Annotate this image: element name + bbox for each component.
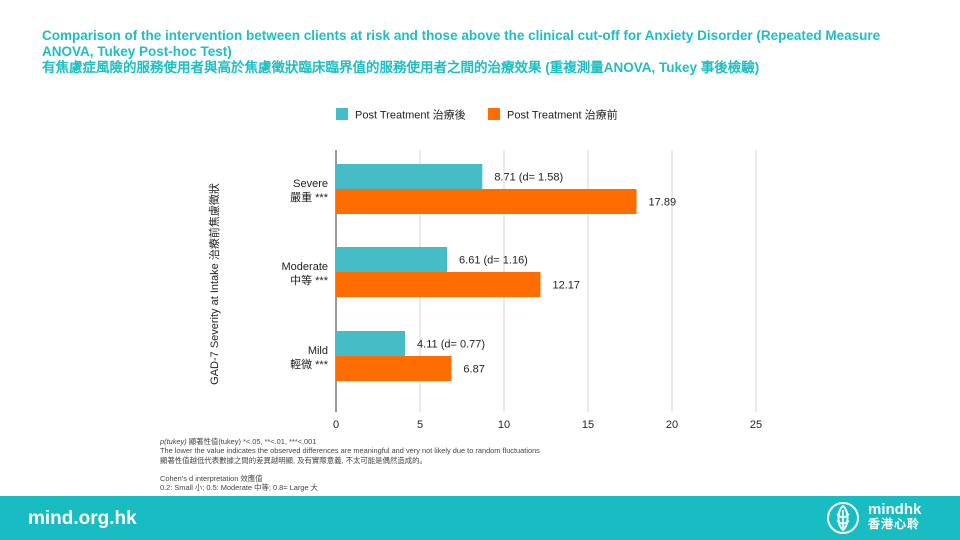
bar bbox=[336, 189, 637, 214]
data-label: 6.61 (d= 1.16) bbox=[459, 255, 528, 267]
brand-english: mindhk bbox=[868, 501, 922, 518]
bar bbox=[336, 164, 483, 189]
bars: 8.71 (d= 1.58) 17.89 6.61 (d= 1.16) 12.17 4.… bbox=[336, 164, 676, 381]
x-tick-label: 15 bbox=[582, 419, 594, 431]
note-cohens-d-scale: 0.2: Small 小; 0.5: Moderate 中等; 0.8= Lar… bbox=[160, 483, 318, 493]
note-sig-levels: 顯著性值(tukey) *<.05, **<.01, ***<.001 bbox=[186, 437, 317, 446]
footer-bar: mind.org.hk mindhk 香港心聆 bbox=[0, 496, 960, 540]
category-label-en: Mild bbox=[308, 345, 328, 357]
category-label-en: Severe bbox=[293, 178, 328, 190]
bar bbox=[336, 247, 448, 272]
legend-swatch bbox=[488, 108, 500, 120]
bar-chart: Post Treatment 治療後 Post Treatment 治療前 8.7… bbox=[207, 108, 762, 432]
chart-legend: Post Treatment 治療後 Post Treatment 治療前 bbox=[336, 108, 618, 122]
legend-label: Post Treatment 治療前 bbox=[507, 108, 618, 122]
category-label-zh: 嚴重 *** bbox=[290, 190, 329, 204]
note-explanation-en: The lower the value indicates the observ… bbox=[160, 446, 540, 456]
title-chinese: 有焦慮症風險的服務使用者與高於焦慮徵狀臨床臨界值的服務使用者之間的治療效果 (重… bbox=[42, 60, 760, 75]
x-tick-label: 0 bbox=[333, 419, 339, 431]
data-label: 6.87 bbox=[463, 364, 484, 376]
data-label: 8.71 (d= 1.58) bbox=[494, 172, 563, 184]
x-tick-label: 20 bbox=[666, 419, 678, 431]
category-label-zh: 中等 *** bbox=[290, 273, 329, 287]
note-explanation-zh: 顯著性值越低代表數據之間的差異越明顯, 及有實際意義, 不太可能是偶然造成的。 bbox=[160, 455, 427, 465]
x-axis: 0 5 10 15 20 25 bbox=[333, 419, 762, 431]
note-cohens-d-title: Cohen’s d interpretation 效應值 bbox=[160, 473, 263, 483]
note-significance: p(tukey) 顯著性值(tukey) *<.05, **<.01, ***<… bbox=[160, 437, 540, 446]
data-label: 17.89 bbox=[649, 197, 677, 209]
chart-title: Comparison of the intervention between c… bbox=[42, 28, 922, 76]
bar bbox=[336, 356, 452, 381]
category-label-zh: 輕微 *** bbox=[290, 357, 329, 371]
brand-chinese: 香港心聆 bbox=[868, 517, 921, 531]
y-axis-label: GAD-7 Severity at Intake 治療前焦慮徵狀 bbox=[207, 183, 221, 385]
title-english: Comparison of the intervention between c… bbox=[42, 28, 881, 59]
note-ptukey: p(tukey) bbox=[160, 437, 187, 446]
footnotes: p(tukey) 顯著性值(tukey) *<.05, **<.01, ***<… bbox=[160, 437, 540, 492]
brain-leaf-logo-icon bbox=[827, 502, 859, 534]
legend-swatch bbox=[336, 108, 348, 120]
x-tick-label: 5 bbox=[417, 419, 423, 431]
website-link[interactable]: mind.org.hk bbox=[28, 508, 137, 529]
data-label: 12.17 bbox=[552, 280, 580, 292]
bar bbox=[336, 272, 541, 297]
brand-name: mindhk 香港心聆 bbox=[868, 502, 921, 532]
data-label: 4.11 (d= 0.77) bbox=[417, 339, 485, 351]
legend-label: Post Treatment 治療後 bbox=[355, 108, 466, 122]
bar bbox=[336, 331, 406, 356]
x-tick-label: 10 bbox=[498, 419, 510, 431]
category-label-en: Moderate bbox=[282, 261, 328, 273]
x-tick-label: 25 bbox=[750, 419, 762, 431]
